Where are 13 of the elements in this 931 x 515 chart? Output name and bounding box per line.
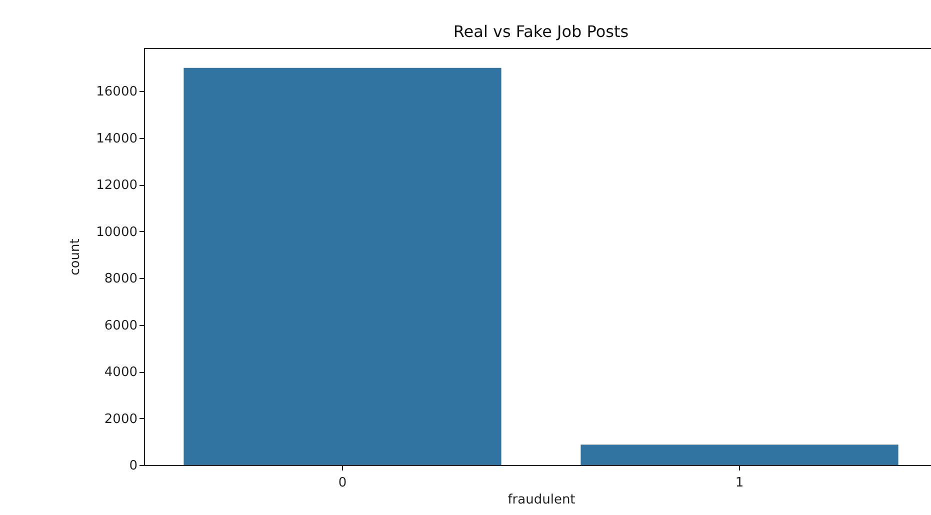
y-tick-label: 6000 (104, 318, 138, 334)
y-tick-label: 14000 (96, 131, 138, 146)
x-tick-label: 1 (735, 476, 744, 490)
y-tick-label: 10000 (96, 224, 138, 240)
chart-title: Real vs Fake Job Posts (453, 22, 629, 41)
x-axis-title: fraudulent (508, 492, 576, 508)
y-tick-label: 16000 (96, 84, 138, 100)
y-tick-label: 0 (129, 458, 138, 474)
y-tick-label: 8000 (104, 272, 138, 287)
y-tick-label: 4000 (104, 365, 138, 380)
y-axis-title: count (68, 238, 84, 276)
y-tick-label: 12000 (96, 178, 138, 194)
y-tick-label: 2000 (104, 412, 138, 427)
